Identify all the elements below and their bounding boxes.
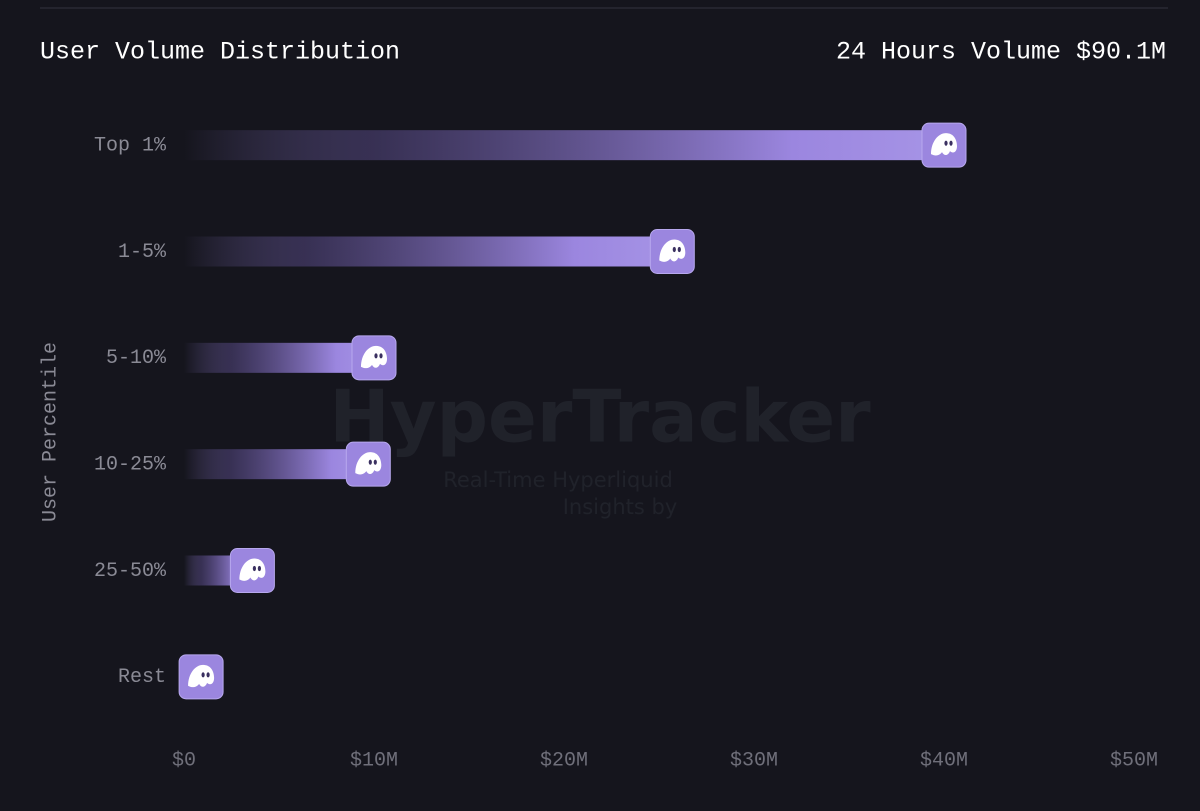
x-tick-label: $20M [540,749,588,772]
ghost-eye [252,565,256,572]
x-tick-label: $40M [920,749,968,772]
watermark: HyperTracker Real-Time Hyperliquid Insig… [329,375,871,519]
ghost-shape [659,239,686,262]
bar [184,449,369,480]
ghost-eye [201,672,205,678]
ghost-eye [944,140,948,146]
ghost-eye [206,672,210,678]
ghost-shape [188,664,215,688]
y-tick-label: 25-50% [94,560,167,583]
x-tick-label: $0 [172,749,196,772]
ghost-eye [379,353,383,359]
ghost-shape [361,345,387,369]
y-tick-label: Rest [118,666,166,689]
y-tick-label: 5-10% [106,347,167,370]
ghost-icon [345,441,391,487]
ghost-icon [921,122,967,168]
y-tick-label: 10-25% [94,453,167,476]
watermark-line: Insights by [563,495,678,519]
watermark-line: Real-Time Hyperliquid [443,468,673,492]
y-tick-label: 1-5% [118,241,167,264]
ghost-icon [229,548,275,593]
bar [184,342,374,373]
x-tick-label: $50M [1110,749,1158,772]
ghost-eye [257,565,261,572]
x-tick-label: $30M [730,749,778,772]
ghost-eye [949,140,953,146]
bar [184,130,944,161]
y-axis-label: User Percentile [39,342,62,522]
chart-subtitle: 24 Hours Volume $90.1M [836,38,1166,67]
ghost-eye [368,459,372,465]
bar [184,236,673,267]
ghost-icon [178,654,224,700]
chart-title: User Volume Distribution [40,38,400,67]
ghost-shape [355,452,382,475]
ghost-eye [672,246,676,253]
ghost-shape [931,133,957,156]
y-tick-label: Top 1% [94,134,167,157]
x-tick-label: $10M [350,749,398,772]
ghost-icon [649,229,695,274]
ghost-shape [239,558,266,581]
ghost-eye [374,353,378,359]
ghost-icon [351,335,397,381]
ghost-eye [373,459,377,465]
watermark-title: HyperTracker [329,375,871,459]
ghost-eye [677,246,681,253]
